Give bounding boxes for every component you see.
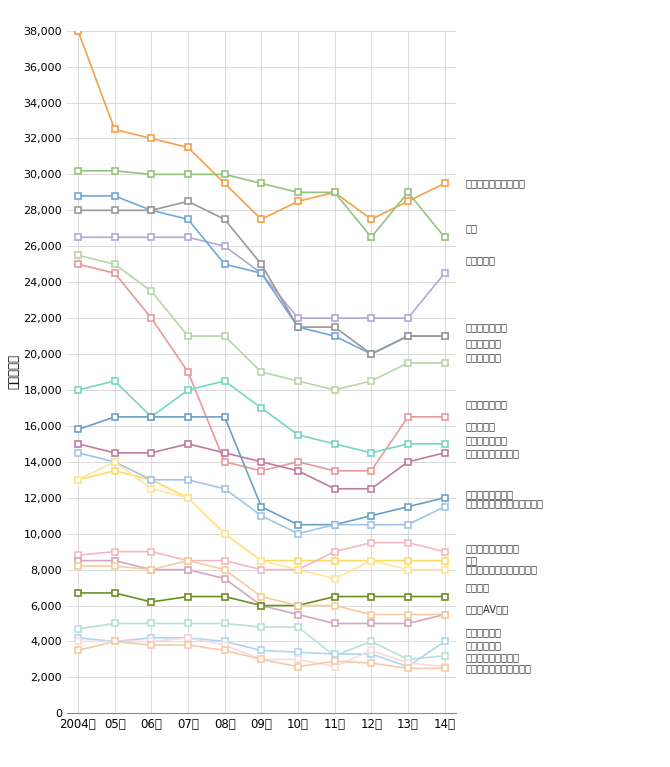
- Text: 教育・医療サービス・宗教: 教育・医療サービス・宗教: [466, 565, 537, 574]
- Text: 趣味・スポーツ用品: 趣味・スポーツ用品: [466, 543, 520, 553]
- Text: 自動車・関連品: 自動車・関連品: [466, 400, 508, 410]
- Text: 化粧品・トイレタリー: 化粧品・トイレタリー: [466, 179, 526, 189]
- Y-axis label: （千万円）: （千万円）: [7, 354, 21, 390]
- Text: 案内・その他: 案内・その他: [466, 627, 502, 637]
- Text: 金融・保険: 金融・保険: [466, 421, 496, 431]
- Text: 精密機器・事務用品: 精密機器・事務用品: [466, 653, 520, 663]
- Text: 交通・レジャー: 交通・レジャー: [466, 322, 508, 332]
- Text: 出版: 出版: [466, 555, 478, 565]
- Text: 飲料・嗜好品: 飲料・嗜好品: [466, 338, 502, 348]
- Text: 官公庁・団体: 官公庁・団体: [466, 640, 502, 650]
- Text: 外食・各種サービス: 外食・各種サービス: [466, 448, 520, 458]
- Text: 不動産・住宅設備: 不動産・住宅設備: [466, 489, 514, 499]
- Text: ファッション・アクセサリー: ファッション・アクセサリー: [466, 498, 543, 508]
- Text: エネルギー・素材・機械: エネルギー・素材・機械: [466, 663, 532, 673]
- Text: 家電・AV機器: 家電・AV機器: [466, 604, 509, 614]
- Text: 情報・通信: 情報・通信: [466, 255, 496, 265]
- Text: 家庭用品: 家庭用品: [466, 583, 490, 593]
- Text: 薬品・医療用品: 薬品・医療用品: [466, 435, 508, 446]
- Text: 食品: 食品: [466, 223, 478, 233]
- Text: 流通・小売業: 流通・小売業: [466, 353, 502, 363]
